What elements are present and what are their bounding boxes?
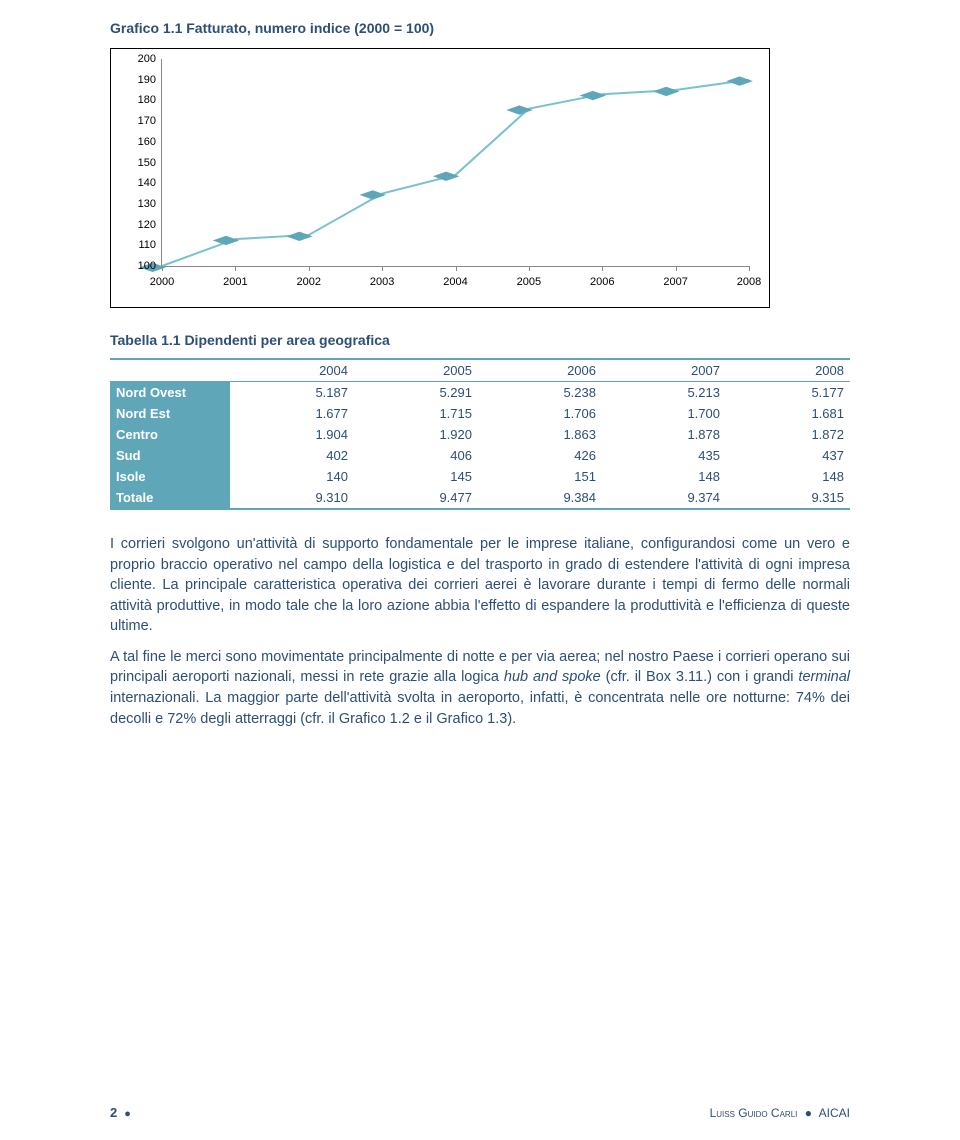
- y-tick-label: 180: [124, 94, 156, 106]
- table-row: Isole140145151148148: [110, 466, 850, 487]
- table-cell: 9.374: [602, 487, 726, 509]
- y-tick-label: 160: [124, 136, 156, 148]
- row-label: Sud: [110, 445, 230, 466]
- body-text: I corrieri svolgono un'attività di suppo…: [110, 534, 850, 729]
- y-tick-label: 170: [124, 115, 156, 127]
- table-cell: 1.920: [354, 424, 478, 445]
- row-label: Totale: [110, 487, 230, 509]
- table-cell: 9.315: [726, 487, 850, 509]
- page-number: 2: [110, 1105, 117, 1120]
- chart-line: [162, 80, 749, 266]
- table-cell: 148: [726, 466, 850, 487]
- table-header-cell: [110, 359, 230, 382]
- table-header-cell: 2008: [726, 359, 850, 382]
- table-row: Nord Ovest5.1875.2915.2385.2135.177: [110, 382, 850, 404]
- table-body: Nord Ovest5.1875.2915.2385.2135.177Nord …: [110, 382, 850, 510]
- table-header-cell: 2005: [354, 359, 478, 382]
- table-cell: 437: [726, 445, 850, 466]
- table-title: Tabella 1.1 Dipendenti per area geografi…: [110, 332, 850, 348]
- table-cell: 1.904: [230, 424, 354, 445]
- chart-marker: [653, 87, 680, 96]
- credit-2: AICAI: [819, 1106, 850, 1120]
- chart-container: 100 110 120 130 140 150 160 170 180 190 200 2000 200…: [110, 48, 770, 308]
- x-tick-label: 2001: [223, 276, 247, 288]
- table-cell: 1.863: [478, 424, 602, 445]
- chart-marker: [359, 190, 386, 199]
- table-cell: 1.677: [230, 403, 354, 424]
- footer-credits: Luiss Guido Carli ● AICAI: [710, 1106, 850, 1120]
- x-tick-label: 2002: [297, 276, 321, 288]
- row-label: Centro: [110, 424, 230, 445]
- table-header-cell: 2004: [230, 359, 354, 382]
- x-tick-label: 2004: [443, 276, 467, 288]
- page-footer: 2 ● Luiss Guido Carli ● AICAI: [110, 1105, 850, 1120]
- y-tick-label: 140: [124, 177, 156, 189]
- table-cell: 1.872: [726, 424, 850, 445]
- chart-marker: [506, 105, 533, 114]
- y-tick-label: 150: [124, 157, 156, 169]
- x-tick-label: 2007: [663, 276, 687, 288]
- chart-marker: [726, 76, 753, 85]
- table-cell: 5.291: [354, 382, 478, 404]
- y-tick-label: 120: [124, 219, 156, 231]
- table-cell: 1.715: [354, 403, 478, 424]
- table-cell: 1.706: [478, 403, 602, 424]
- x-tick-label: 2003: [370, 276, 394, 288]
- table-row: Centro1.9041.9201.8631.8781.872: [110, 424, 850, 445]
- chart-svg: [162, 59, 749, 266]
- table-row: Totale9.3109.4779.3849.3749.315: [110, 487, 850, 509]
- x-tick-label: 2005: [517, 276, 541, 288]
- table-row: Sud402406426435437: [110, 445, 850, 466]
- bullet-icon: ●: [805, 1106, 812, 1120]
- y-tick-label: 130: [124, 198, 156, 210]
- chart-title: Grafico 1.1 Fatturato, numero indice (20…: [110, 20, 850, 36]
- table-cell: 435: [602, 445, 726, 466]
- table-cell: 406: [354, 445, 478, 466]
- x-tick-label: 2000: [150, 276, 174, 288]
- table-cell: 1.700: [602, 403, 726, 424]
- table-cell: 9.310: [230, 487, 354, 509]
- credit-1: Luiss Guido Carli: [710, 1106, 798, 1120]
- table-cell: 402: [230, 445, 354, 466]
- paragraph-1: I corrieri svolgono un'attività di suppo…: [110, 534, 850, 637]
- chart-marker: [213, 236, 240, 245]
- p2-part-c: internazionali. La maggior parte dell'at…: [110, 690, 850, 727]
- chart-plot: 1001101201301401501601701801902002000200…: [161, 59, 749, 267]
- row-label: Nord Ovest: [110, 382, 230, 404]
- y-tick-label: 100: [124, 260, 156, 272]
- table-cell: 140: [230, 466, 354, 487]
- row-label: Nord Est: [110, 403, 230, 424]
- table-cell: 151: [478, 466, 602, 487]
- bullet-icon: ●: [124, 1108, 131, 1120]
- p2-em1: hub and spoke: [504, 669, 601, 685]
- x-tick-label: 2006: [590, 276, 614, 288]
- y-tick-label: 190: [124, 74, 156, 86]
- x-tick-label: 2008: [737, 276, 761, 288]
- chart-marker: [286, 232, 313, 241]
- table-cell: 1.878: [602, 424, 726, 445]
- table-header-row: 20042005200620072008: [110, 359, 850, 382]
- data-table: 20042005200620072008 Nord Ovest5.1875.29…: [110, 358, 850, 510]
- table-cell: 5.187: [230, 382, 354, 404]
- table-cell: 145: [354, 466, 478, 487]
- table-cell: 5.177: [726, 382, 850, 404]
- table-cell: 426: [478, 445, 602, 466]
- row-label: Isole: [110, 466, 230, 487]
- table-header-cell: 2006: [478, 359, 602, 382]
- table-cell: 9.384: [478, 487, 602, 509]
- table-cell: 5.213: [602, 382, 726, 404]
- p2-part-b: (cfr. il Box 3.11.) con i grandi: [601, 669, 799, 685]
- table-cell: 5.238: [478, 382, 602, 404]
- y-tick-label: 110: [124, 239, 156, 251]
- p2-em2: terminal: [798, 669, 850, 685]
- y-tick-label: 200: [124, 53, 156, 65]
- table-cell: 9.477: [354, 487, 478, 509]
- table-header-cell: 2007: [602, 359, 726, 382]
- paragraph-2: A tal fine le merci sono movimentate pri…: [110, 647, 850, 729]
- table-row: Nord Est1.6771.7151.7061.7001.681: [110, 403, 850, 424]
- table-cell: 148: [602, 466, 726, 487]
- table-cell: 1.681: [726, 403, 850, 424]
